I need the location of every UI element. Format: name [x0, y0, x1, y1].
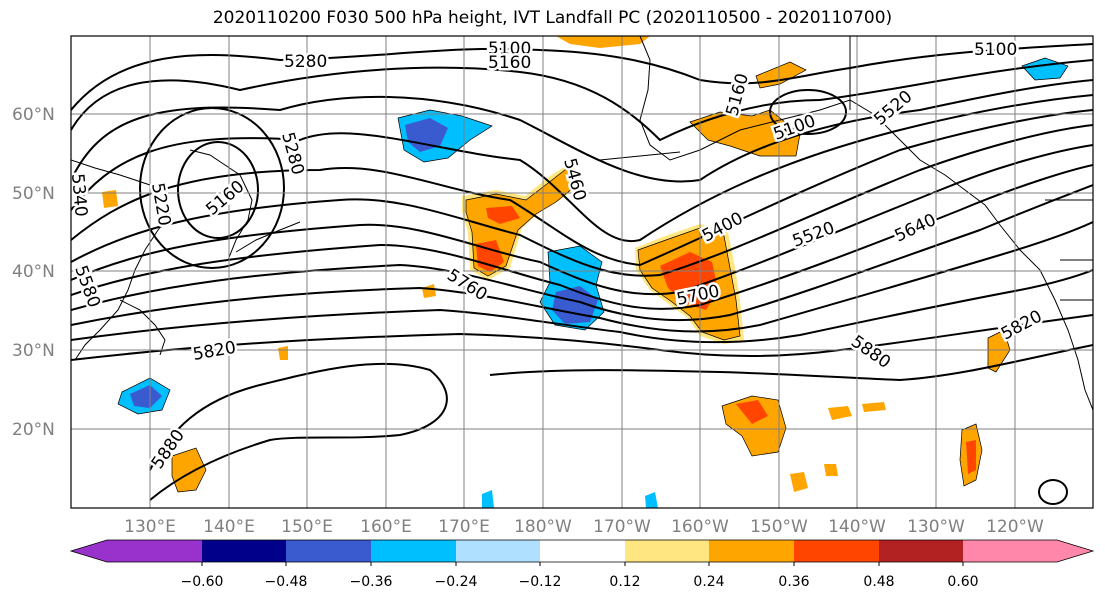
negative-anomaly-patch: [645, 492, 658, 508]
colorbar-tick-label: 0.24: [693, 574, 724, 590]
coastline-japan: [119, 299, 166, 356]
positive-anomaly-patch: [102, 190, 118, 208]
positive-anomaly-patch: [736, 400, 768, 424]
contour-low-center: [177, 141, 259, 239]
coastline-aleutians: [599, 151, 681, 161]
positive-anomaly-patch: [828, 406, 852, 420]
positive-anomaly-patch: [966, 440, 976, 474]
contour-line: [71, 124, 1093, 277]
coastline-alaska: [639, 36, 1093, 411]
contour-label: 5280: [284, 52, 327, 72]
colorbar-tick-label: 0.48: [863, 574, 894, 590]
contour-line: [71, 109, 1093, 267]
positive-anomaly-patch: [987, 329, 1011, 373]
colorbar: −0.60 −0.48 −0.36 −0.24 −0.12 0.12 0.24 …: [69, 539, 1095, 590]
lat-label: 60°N: [12, 105, 55, 125]
positive-anomaly-patch: [556, 36, 650, 48]
contour-label: 5100: [974, 40, 1017, 60]
negative-anomaly-patch: [482, 490, 494, 508]
positive-anomaly-patch: [790, 472, 808, 492]
colorbar-tick-label: 0.60: [947, 574, 978, 590]
contour-small-high: [1038, 479, 1068, 505]
contour-line: [71, 79, 1093, 183]
lon-label: 130°E: [124, 517, 176, 537]
map-title: 2020110200 F030 500 hPa height, IVT Land…: [212, 8, 893, 28]
lat-label: 30°N: [12, 341, 55, 361]
longitude-labels: 130°E 140°E 150°E 160°E 170°E 180°W 170°…: [124, 517, 1044, 537]
lon-label: 170°E: [438, 517, 490, 537]
lon-label: 140°E: [203, 517, 255, 537]
positive-anomaly-patch: [862, 402, 886, 412]
colorbar-outline: [69, 539, 1095, 563]
colorbar-segment: [963, 540, 1093, 562]
colorbar-segments: [69, 539, 1095, 566]
colorbar-tick-label: −0.24: [435, 574, 478, 590]
lon-label: 140°W: [828, 517, 886, 537]
coastline-kurils: [235, 221, 301, 253]
contour-line: [71, 144, 1093, 296]
contour-line: [71, 43, 1093, 111]
colorbar-segment: [202, 540, 286, 562]
colorbar-segment: [371, 540, 456, 562]
colorbar-tick-label: −0.12: [519, 574, 562, 590]
lon-label: 160°W: [671, 517, 729, 537]
lon-label: 170°W: [593, 517, 651, 537]
colorbar-segment: [286, 540, 371, 562]
contour-line: [71, 314, 1093, 361]
colorbar-segment: [625, 540, 709, 562]
colorbar-segment: [794, 540, 879, 562]
colorbar-segment: [71, 540, 202, 562]
contour-line: [71, 269, 1093, 344]
colorbar-tick-label: 0.36: [778, 574, 809, 590]
colorbar-tick-label: 0.12: [609, 574, 640, 590]
graticule: [71, 36, 1093, 508]
lon-label: 150°W: [750, 517, 808, 537]
contour-high-center: [769, 89, 847, 135]
colorbar-tick-label: −0.48: [265, 574, 308, 590]
colorbar-tick-label: −0.60: [181, 574, 224, 590]
latitude-labels: 60°N 50°N 40°N 30°N 20°N: [12, 105, 55, 440]
colorbar-segment: [879, 540, 963, 562]
height-contours: [71, 43, 1093, 505]
map-plot-area: 5100 5160 5280 5280 5340 5220 5160 5100 …: [67, 36, 1093, 508]
colorbar-tick-label: −0.36: [350, 574, 393, 590]
lon-label: 150°E: [281, 517, 333, 537]
positive-anomaly-patch: [824, 464, 838, 476]
contour-labels: 5100 5160 5280 5280 5340 5220 5160 5100 …: [67, 37, 1048, 476]
contour-line: [71, 164, 1093, 310]
colorbar-ticks: −0.60 −0.48 −0.36 −0.24 −0.12 0.12 0.24 …: [181, 574, 979, 590]
contour-line: [71, 221, 1093, 333]
lon-label: 160°E: [360, 517, 412, 537]
border-states: [1060, 259, 1093, 301]
positive-anomaly-patch: [660, 252, 718, 310]
contour-line: [71, 59, 1093, 142]
contour-line: [489, 344, 1093, 382]
negative-anomaly-patch: [130, 385, 162, 408]
contour-label: 5100: [488, 39, 531, 59]
contour-line: [71, 94, 1093, 243]
lon-label: 120°W: [986, 517, 1044, 537]
positive-anomaly-patch: [721, 395, 787, 457]
contour-label: 5340: [67, 173, 91, 218]
lon-label: 180°W: [514, 517, 572, 537]
colorbar-segment: [709, 540, 794, 562]
lat-label: 40°N: [12, 262, 55, 282]
contour-label: 5160: [488, 53, 531, 73]
contour-line: [71, 184, 1093, 322]
map-frame: [70, 35, 1094, 509]
lon-label: 130°W: [907, 517, 965, 537]
positive-anomaly-patch: [486, 206, 520, 224]
contour-line: [149, 362, 448, 501]
lat-label: 50°N: [12, 184, 55, 204]
positive-anomaly-patch: [171, 447, 207, 493]
coastline-asia: [71, 159, 171, 361]
colorbar-segment: [456, 540, 540, 562]
lat-label: 20°N: [12, 420, 55, 440]
colorbar-segment: [540, 540, 625, 562]
coastlines: [71, 36, 1093, 411]
